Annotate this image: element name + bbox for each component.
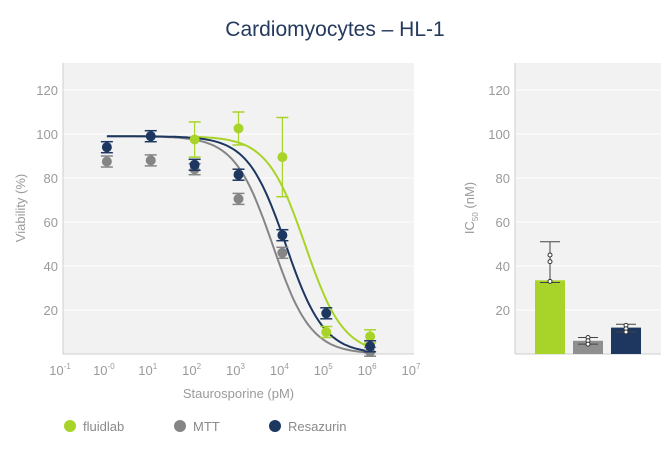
data-point-fluidlab <box>232 111 245 146</box>
x-axis-label: Staurosporine (pM) <box>183 386 294 401</box>
y-tick-label: 120 <box>36 83 58 98</box>
x-tick-label: 10-0 <box>93 362 115 378</box>
legend-label: MTT <box>193 419 220 434</box>
legend-item-resazurin: Resazurin <box>269 419 347 434</box>
x-tick-label: 105 <box>314 362 333 378</box>
marker <box>145 131 156 142</box>
marker <box>233 193 244 204</box>
data-point-mtt <box>276 246 289 260</box>
marker <box>321 327 332 337</box>
marker <box>189 134 200 145</box>
marker <box>277 247 288 258</box>
x-tick-label: 10-1 <box>49 362 71 378</box>
marker <box>277 152 288 163</box>
bar-resazurin <box>611 322 641 354</box>
x-tick-label: 101 <box>138 362 157 378</box>
marker <box>365 341 376 352</box>
y-tick-label: 100 <box>36 127 58 142</box>
ic50-bar-plot: 20 40 60 80 100 120 IC50 (nM) <box>462 63 661 355</box>
marker <box>277 230 288 241</box>
y-tick-label: 120 <box>488 83 510 98</box>
marker <box>233 123 244 134</box>
replicate-point <box>623 329 629 335</box>
data-point-resazurin <box>144 129 157 143</box>
y-tick-label: 80 <box>44 171 58 186</box>
legend: fluidlab MTT Resazurin <box>64 419 347 434</box>
legend-item-fluidlab: fluidlab <box>64 419 124 434</box>
data-point-fluidlab <box>320 325 333 339</box>
marker <box>233 169 244 180</box>
bar <box>535 280 565 354</box>
bar-mtt <box>573 335 603 354</box>
marker <box>321 308 332 319</box>
replicate-point <box>547 252 553 258</box>
marker <box>101 156 112 167</box>
data-point-mtt <box>144 154 157 167</box>
y-axis-label: IC50 (nM) <box>462 182 480 234</box>
replicate-point <box>547 259 553 265</box>
bar-fluidlab <box>535 241 565 354</box>
y-tick-label: 40 <box>44 259 58 274</box>
y-axis-label: Viability (%) <box>13 174 28 242</box>
x-tick-label: 106 <box>358 362 377 378</box>
data-point-resazurin <box>232 168 245 181</box>
y-tick-label: 100 <box>488 127 510 142</box>
data-point-fluidlab <box>276 116 289 198</box>
data-point-resazurin <box>276 228 289 242</box>
y-tick-label: 60 <box>496 215 510 230</box>
data-point-mtt <box>232 192 245 206</box>
legend-swatch <box>174 420 186 432</box>
replicate-point <box>547 278 553 284</box>
data-point-mtt <box>100 155 113 168</box>
legend-label: fluidlab <box>83 419 124 434</box>
y-tick-label: 40 <box>496 259 510 274</box>
data-point-resazurin <box>100 140 113 154</box>
marker <box>365 331 376 342</box>
y-tick-label: 20 <box>44 303 58 318</box>
data-point-fluidlab <box>188 121 201 158</box>
dose-response-plot: 20 40 60 80 100 120 10-1 10-0 101 102 103 104 105 106… <box>13 63 421 401</box>
y-tick-label: 80 <box>496 171 510 186</box>
x-tick-label: 104 <box>270 362 289 378</box>
data-point-resazurin <box>188 158 201 172</box>
marker <box>189 159 200 170</box>
y-tick-label: 60 <box>44 215 58 230</box>
legend-swatch <box>64 420 76 432</box>
x-tick-label: 102 <box>182 362 201 378</box>
marker <box>145 155 156 166</box>
legend-label: Resazurin <box>288 419 347 434</box>
data-point-resazurin <box>364 340 377 353</box>
x-tick-label: 103 <box>226 362 245 378</box>
chart-title: Cardiomyocytes – HL-1 <box>225 18 444 41</box>
marker <box>101 142 112 153</box>
legend-swatch <box>269 420 281 432</box>
legend-item-mtt: MTT <box>174 419 220 434</box>
replicate-point <box>585 341 591 347</box>
data-point-resazurin <box>320 307 333 320</box>
y-tick-label: 20 <box>496 303 510 318</box>
x-tick-label: 107 <box>402 362 421 378</box>
